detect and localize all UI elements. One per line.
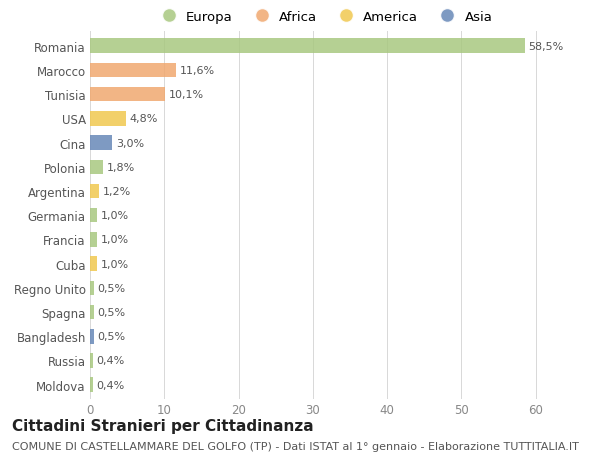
Text: 1,0%: 1,0% bbox=[101, 259, 129, 269]
Bar bbox=[90, 160, 103, 175]
Text: 1,2%: 1,2% bbox=[103, 186, 131, 196]
Text: Cittadini Stranieri per Cittadinanza: Cittadini Stranieri per Cittadinanza bbox=[12, 418, 314, 433]
Bar bbox=[90, 305, 94, 319]
Text: 0,5%: 0,5% bbox=[97, 331, 125, 341]
Text: 0,5%: 0,5% bbox=[97, 308, 125, 317]
Text: 0,4%: 0,4% bbox=[97, 380, 125, 390]
Text: 0,4%: 0,4% bbox=[97, 356, 125, 366]
Text: 1,0%: 1,0% bbox=[101, 235, 129, 245]
Text: 4,8%: 4,8% bbox=[130, 114, 158, 124]
Bar bbox=[90, 353, 93, 368]
Bar bbox=[90, 39, 524, 54]
Bar bbox=[90, 136, 112, 151]
Bar bbox=[90, 233, 97, 247]
Bar bbox=[90, 378, 93, 392]
Text: 1,0%: 1,0% bbox=[101, 211, 129, 221]
Bar bbox=[90, 257, 97, 271]
Text: 0,5%: 0,5% bbox=[97, 283, 125, 293]
Text: 1,8%: 1,8% bbox=[107, 162, 136, 173]
Text: COMUNE DI CASTELLAMMARE DEL GOLFO (TP) - Dati ISTAT al 1° gennaio - Elaborazione: COMUNE DI CASTELLAMMARE DEL GOLFO (TP) -… bbox=[12, 441, 579, 451]
Bar bbox=[90, 281, 94, 296]
Bar bbox=[90, 112, 125, 126]
Text: 10,1%: 10,1% bbox=[169, 90, 204, 100]
Bar bbox=[90, 63, 176, 78]
Bar bbox=[90, 329, 94, 344]
Text: 11,6%: 11,6% bbox=[180, 66, 215, 76]
Bar bbox=[90, 208, 97, 223]
Bar bbox=[90, 185, 99, 199]
Bar bbox=[90, 88, 165, 102]
Legend: Europa, Africa, America, Asia: Europa, Africa, America, Asia bbox=[151, 6, 497, 29]
Text: 3,0%: 3,0% bbox=[116, 138, 144, 148]
Text: 58,5%: 58,5% bbox=[528, 42, 563, 51]
